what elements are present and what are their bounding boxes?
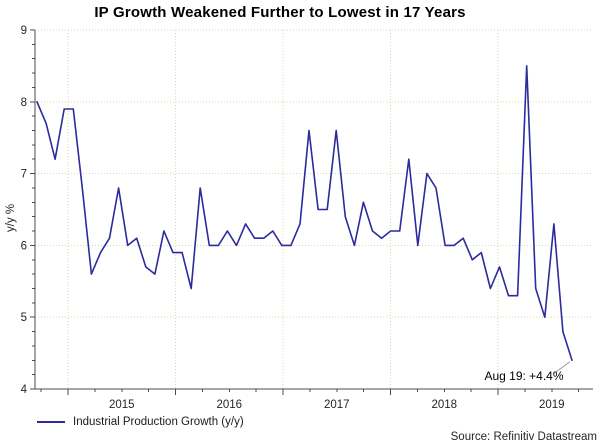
y-axis-ticks: 4 5 6 7 8 9 (21, 25, 35, 396)
x-tick-label: 2018 (431, 399, 457, 411)
y-tick-label: 8 (21, 97, 27, 109)
y-tick-label: 7 (21, 169, 27, 181)
axes (34, 30, 593, 390)
x-axis-ticks: 2015 2016 2017 2018 2019 (40, 389, 580, 411)
annotation (552, 361, 571, 375)
x-tick-label: 2019 (539, 399, 565, 411)
data-series (36, 65, 573, 362)
annotation-label: Aug 19: +4.4% (484, 369, 564, 383)
x-tick-label: 2016 (216, 399, 242, 411)
x-tick-label: 2015 (109, 399, 135, 411)
annotation-leader-line (552, 361, 571, 375)
gridlines (35, 29, 593, 389)
chart-title: IP Growth Weakened Further to Lowest in … (94, 4, 466, 21)
x-tick-label: 2017 (324, 399, 350, 411)
legend-label: Industrial Production Growth (y/y) (73, 416, 244, 428)
y-tick-label: 6 (21, 240, 27, 252)
ip-growth-line (36, 65, 573, 362)
y-tick-label: 5 (21, 312, 27, 324)
y-tick-label: 4 (21, 384, 28, 396)
source-credit: Source: Refinitiv Datastream (450, 431, 597, 443)
legend: Industrial Production Growth (y/y) (37, 416, 244, 428)
y-tick-label: 9 (21, 25, 27, 37)
legend-line-swatch (37, 421, 65, 423)
